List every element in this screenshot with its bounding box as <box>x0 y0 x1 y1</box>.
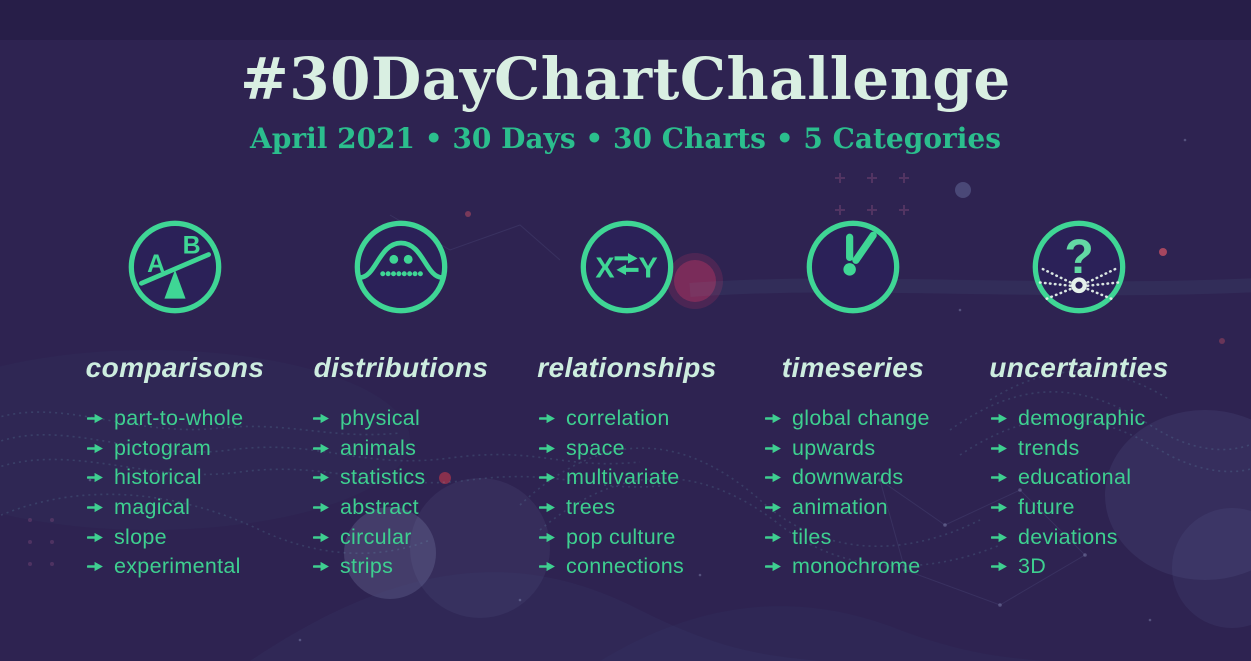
seesaw-ab-icon: A B <box>127 219 223 315</box>
arrow-right-icon <box>87 443 103 454</box>
category-name: timeseries <box>781 352 925 383</box>
arrow-right-icon <box>87 532 103 542</box>
list-item: experimental <box>87 552 288 582</box>
category-list: demographic trends educational future de… <box>966 404 1192 582</box>
list-item: tiles <box>765 522 966 552</box>
list-item: trends <box>991 434 1192 464</box>
x-exchange-y-icon: X Y <box>579 219 675 315</box>
list-item: future <box>991 493 1192 523</box>
category-column-distributions: distributions physical animals statistic… <box>288 219 514 582</box>
svg-text:A: A <box>147 250 165 278</box>
category-column-timeseries: timeseries global change upwards downwar… <box>740 219 966 582</box>
category-list: global change upwards downwards animatio… <box>740 404 966 582</box>
list-item: slope <box>87 522 288 552</box>
svg-text:B: B <box>183 232 201 260</box>
category-name: comparisons <box>85 352 265 383</box>
list-item: animation <box>765 493 966 523</box>
list-item: circular <box>313 522 514 552</box>
list-item: pop culture <box>539 522 740 552</box>
list-item: statistics <box>313 463 514 493</box>
list-item: strips <box>313 552 514 582</box>
arrow-right-icon <box>991 502 1007 513</box>
arrow-right-icon <box>991 443 1007 454</box>
arrow-right-icon <box>313 414 329 424</box>
arrow-right-icon <box>87 473 103 483</box>
list-item: global change <box>765 404 966 434</box>
arrow-right-icon <box>87 414 103 424</box>
arrow-right-icon <box>87 502 103 513</box>
bell-curve-face-icon <box>353 219 449 315</box>
arrow-right-icon <box>539 443 555 454</box>
arrow-right-icon <box>313 443 329 454</box>
arrow-right-icon <box>991 473 1007 483</box>
subtitle: April 2021 • 30 Days • 30 Charts • 5 Cat… <box>250 122 1001 155</box>
arrow-right-icon <box>539 414 555 424</box>
arrow-right-icon <box>765 562 781 572</box>
list-item: abstract <box>313 493 514 523</box>
list-item: space <box>539 434 740 464</box>
arrow-right-icon <box>539 532 555 542</box>
arrow-right-icon <box>313 532 329 542</box>
category-name: distributions <box>313 352 489 383</box>
category-column-relationships: X Y relationships correlation space mult… <box>514 219 740 582</box>
arrow-right-icon <box>313 473 329 483</box>
arrow-right-icon <box>991 414 1007 424</box>
arrow-right-icon <box>991 532 1007 542</box>
category-column-uncertainties: ? uncertainties demographic trends educa… <box>966 219 1192 582</box>
svg-text:X: X <box>595 253 614 285</box>
question-mark-rays-icon: ? <box>1031 219 1127 315</box>
categories-row: A B comparisons part-to-whole pictogram … <box>62 219 1192 582</box>
category-name: uncertainties <box>989 352 1169 383</box>
arrow-right-icon <box>765 443 781 454</box>
list-item: trees <box>539 493 740 523</box>
arrow-right-icon <box>765 532 781 542</box>
svg-text:Y: Y <box>639 253 658 285</box>
arrow-right-icon <box>539 562 555 572</box>
category-list: physical animals statistics abstract cir… <box>288 404 514 582</box>
list-item: connections <box>539 552 740 582</box>
list-item: animals <box>313 434 514 464</box>
list-item: educational <box>991 463 1192 493</box>
arrow-right-icon <box>313 502 329 513</box>
list-item: upwards <box>765 434 966 464</box>
arrow-right-icon <box>765 502 781 513</box>
header: #30DayChartChallenge April 2021 • 30 Day… <box>0 0 1251 156</box>
list-item: part-to-whole <box>87 404 288 434</box>
arrow-right-icon <box>87 562 103 572</box>
list-item: pictogram <box>87 434 288 464</box>
list-item: multivariate <box>539 463 740 493</box>
arrow-right-icon <box>765 473 781 483</box>
list-item: magical <box>87 493 288 523</box>
arrow-right-icon <box>765 414 781 424</box>
clock-hands-icon <box>805 219 901 315</box>
list-item: correlation <box>539 404 740 434</box>
list-item: demographic <box>991 404 1192 434</box>
list-item: physical <box>313 404 514 434</box>
list-item: historical <box>87 463 288 493</box>
list-item: deviations <box>991 522 1192 552</box>
list-item: 3D <box>991 552 1192 582</box>
arrow-right-icon <box>539 473 555 483</box>
category-list: correlation space multivariate trees pop… <box>514 404 740 582</box>
arrow-right-icon <box>991 562 1007 572</box>
list-item: downwards <box>765 463 966 493</box>
category-name: relationships <box>537 352 717 383</box>
arrow-right-icon <box>313 562 329 572</box>
category-list: part-to-whole pictogram historical magic… <box>62 404 288 582</box>
arrow-right-icon <box>539 502 555 513</box>
svg-text:?: ? <box>1064 231 1093 284</box>
page-title: #30DayChartChallenge <box>240 45 1011 113</box>
category-column-comparisons: A B comparisons part-to-whole pictogram … <box>62 219 288 582</box>
list-item: monochrome <box>765 552 966 582</box>
